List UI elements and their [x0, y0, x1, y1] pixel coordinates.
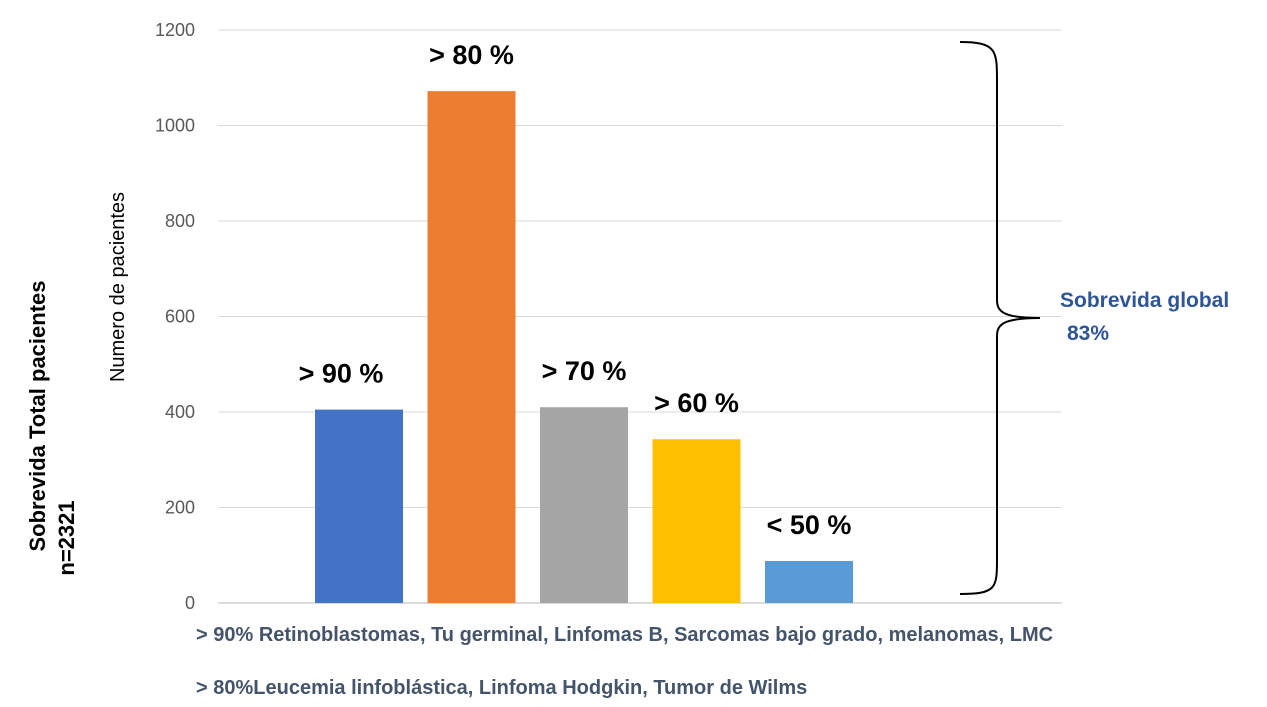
bar-data-label: > 90 %: [299, 359, 384, 389]
bar-labels: > 90 % > 80 % > 70 % > 60 % < 50 %: [299, 40, 852, 540]
global-survival-value: 83%: [1067, 322, 1109, 345]
bar: [427, 91, 516, 604]
y-tick-label: 800: [165, 211, 195, 231]
side-title-line2: n=2321: [54, 500, 79, 575]
y-tick-label: 400: [165, 402, 195, 422]
bar-data-label: < 50 %: [767, 510, 852, 540]
bars: [315, 91, 853, 604]
y-tick-label: 600: [165, 307, 195, 327]
global-survival-label: Sobrevida global: [1060, 289, 1229, 312]
curly-brace: [959, 41, 1041, 595]
bar: [315, 409, 403, 603]
y-axis-ticks: 0 200 400 600 800 1000 1200: [155, 20, 195, 613]
side-title-line1: Sobrevida Total pacientes: [25, 280, 50, 551]
note-line-2: > 80%Leucemia linfoblástica, Linfoma Hod…: [196, 677, 808, 699]
y-tick-label: 1000: [155, 116, 195, 136]
bar: [540, 407, 628, 603]
y-axis-label: Numero de pacientes: [107, 192, 129, 382]
bar-data-label: > 80 %: [429, 40, 514, 70]
bar-data-label: > 60 %: [654, 388, 739, 418]
bar-data-label: > 70 %: [542, 356, 627, 386]
y-tick-label: 1200: [155, 20, 195, 40]
bar: [652, 439, 741, 603]
y-tick-label: 200: [165, 498, 195, 518]
bar: [765, 560, 853, 603]
note-line-1: > 90% Retinoblastomas, Tu germinal, Linf…: [196, 624, 1054, 646]
y-tick-label: 0: [185, 593, 195, 613]
